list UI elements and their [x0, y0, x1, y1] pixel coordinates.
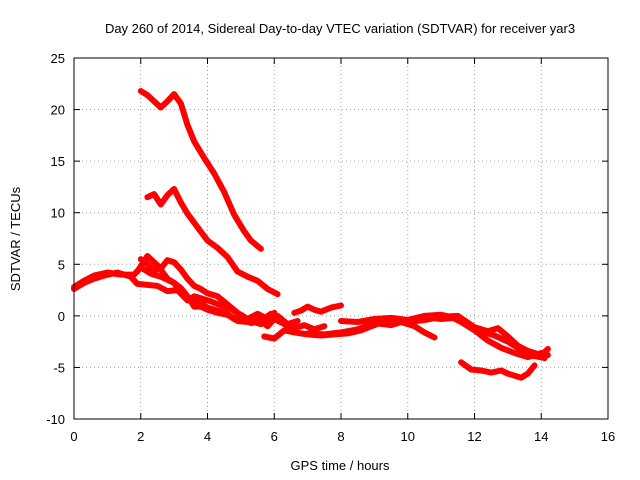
- series-line-track-7: [291, 302, 344, 316]
- y-tick-label: -10: [46, 412, 65, 427]
- data-series: [71, 88, 551, 381]
- x-tick-label: 12: [467, 429, 481, 444]
- x-tick-label: 0: [70, 429, 77, 444]
- x-tick-label: 2: [137, 429, 144, 444]
- x-axis-label: GPS time / hours: [291, 458, 390, 473]
- y-tick-label: 15: [51, 154, 65, 169]
- x-tick-label: 4: [204, 429, 211, 444]
- x-tick-label: 10: [401, 429, 415, 444]
- axis-ticks: 0 2 4 6 8 10 12 14 16 -10 -5 0 5 10 15 20 25: [46, 51, 615, 444]
- chart-title: Day 260 of 2014, Sidereal Day-to-day VTE…: [105, 21, 575, 36]
- grid-lines: [74, 58, 608, 419]
- series-line-track-12: [458, 359, 538, 381]
- y-axis-label: SDTVAR / TECUs: [8, 186, 23, 291]
- y-tick-label: 5: [58, 257, 65, 272]
- x-tick-label: 14: [534, 429, 548, 444]
- x-tick-label: 6: [271, 429, 278, 444]
- series-line-track-5: [137, 88, 264, 252]
- series-line-track-4: [134, 253, 328, 333]
- x-tick-label: 16: [601, 429, 615, 444]
- series-line-track-11: [404, 312, 551, 359]
- y-tick-label: -5: [53, 360, 65, 375]
- y-tick-label: 10: [51, 206, 65, 221]
- series-line-track-6: [144, 186, 281, 298]
- series-line-track-10: [338, 311, 551, 361]
- y-tick-label: 0: [58, 309, 65, 324]
- x-tick-label: 8: [337, 429, 344, 444]
- y-tick-label: 25: [51, 51, 65, 66]
- y-tick-label: 20: [51, 103, 65, 118]
